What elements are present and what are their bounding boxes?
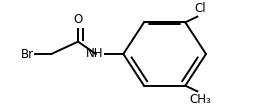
Text: NH: NH bbox=[86, 47, 103, 60]
Text: Br: Br bbox=[21, 48, 34, 60]
Text: O: O bbox=[73, 13, 83, 26]
Text: CH₃: CH₃ bbox=[189, 93, 211, 106]
Text: Cl: Cl bbox=[194, 2, 206, 15]
